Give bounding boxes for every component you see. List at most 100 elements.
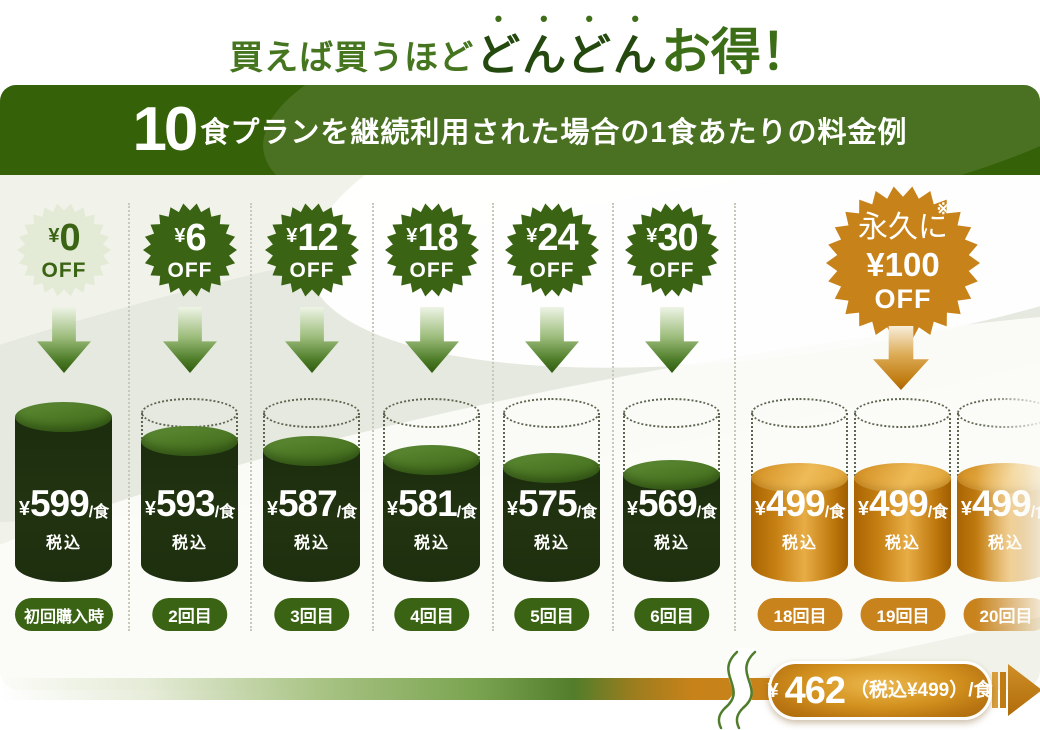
price-column-5: ¥24 OFF ¥575/食 税込 5回目 — [492, 185, 612, 645]
discount-badge: ¥30 OFF — [625, 203, 719, 297]
column-divider — [128, 203, 130, 631]
price-text: ¥599/食 税込 — [4, 485, 124, 553]
down-arrow-icon — [525, 307, 579, 373]
discount-amount: 12 — [297, 217, 338, 259]
price-text: ¥499/食 税込 — [946, 485, 1040, 553]
cylinder-top — [141, 426, 238, 456]
ghost-outline — [854, 413, 856, 480]
cylinder-top — [503, 453, 600, 483]
discount-amount: 0 — [59, 217, 80, 259]
price-amount: 499 — [971, 483, 1032, 524]
column-divider — [372, 203, 374, 631]
ghost-outline — [957, 398, 1040, 428]
round-label: 3回目 — [274, 598, 350, 631]
yen-sign: ¥ — [266, 498, 278, 520]
discount-badge: ¥6 OFF — [143, 203, 237, 297]
yen-sign: ¥ — [18, 498, 30, 520]
plan-description: 食プランを継続利用された場合の1食あたりの料金例 — [200, 117, 908, 149]
off-label: OFF — [167, 259, 213, 282]
yen-sign: ¥ — [626, 498, 638, 520]
break-mark-icon — [717, 648, 757, 730]
discount-amount: 30 — [657, 217, 698, 259]
cylinder-top — [15, 402, 112, 432]
yen-sign: ¥ — [646, 225, 658, 247]
ghost-outline — [751, 413, 753, 480]
ghost-outline — [383, 398, 480, 428]
price-amount: 587 — [277, 483, 338, 524]
cylinder-top — [957, 463, 1040, 493]
discount-badge: ¥18 OFF — [385, 203, 479, 297]
tax-included: 税込 — [413, 535, 450, 552]
tax-included: 税込 — [171, 535, 208, 552]
price-amount: 499 — [765, 483, 826, 524]
off-label: OFF — [649, 259, 695, 282]
cylinder-body — [383, 460, 480, 582]
tax-included: 税込 — [293, 535, 330, 552]
ghost-outline — [598, 413, 600, 470]
ghost-outline — [263, 398, 360, 428]
ghost-outline — [751, 398, 848, 428]
price-amount: 575 — [517, 483, 578, 524]
cylinder-body — [957, 478, 1040, 582]
down-arrow-icon — [163, 307, 217, 373]
per-meal: /食 — [696, 504, 718, 521]
price-column-3: ¥12 OFF ¥587/食 税込 3回目 — [252, 185, 372, 645]
price-text: ¥581/食 税込 — [372, 485, 492, 553]
round-label: 初回購入時 — [14, 598, 114, 631]
yen-sign: ¥ — [506, 498, 518, 520]
round-label: 5回目 — [514, 598, 590, 631]
ghost-outline — [478, 413, 480, 462]
ghost-outline — [358, 413, 360, 453]
ghost-outline — [949, 413, 951, 480]
price-column-8: ¥499/食 税込 19回目 — [843, 185, 963, 645]
title-tail: お得！ — [660, 24, 811, 80]
down-arrow-icon — [285, 307, 339, 373]
price-column-6: ¥30 OFF ¥569/食 税込 6回目 — [612, 185, 732, 645]
discount-amount: 24 — [537, 217, 578, 259]
final-price-amount: 462 — [784, 669, 846, 712]
off-label: OFF — [874, 283, 932, 314]
cylinder-top — [383, 445, 480, 475]
price-column-4: ¥18 OFF ¥581/食 税込 4回目 — [372, 185, 492, 645]
cylinder-top — [751, 463, 848, 493]
tax-included: 税込 — [45, 535, 82, 552]
discount-badge: ¥12 OFF — [265, 203, 359, 297]
tax-included: 税込 — [781, 535, 818, 552]
ghost-outline — [957, 413, 959, 480]
discount-badge: ¥0 OFF — [17, 203, 111, 297]
cylinder-top — [263, 436, 360, 466]
discount-badge: ¥24 OFF — [505, 203, 599, 297]
ghost-outline — [236, 413, 238, 443]
per-meal: /食 — [824, 504, 846, 521]
cylinder-body — [503, 468, 600, 582]
price-column-7: ¥499/食 税込 18回目 — [740, 185, 860, 645]
price-column-9: ¥499/食 税込 20回目 — [946, 185, 1040, 645]
tax-included: 税込 — [653, 535, 690, 552]
off-label: OFF — [289, 259, 335, 282]
cylinder-body — [751, 478, 848, 582]
price-amount: 581 — [397, 483, 458, 524]
final-price-pill: ¥ 462 （税込¥499） /食 — [767, 661, 993, 720]
off-label: OFF — [529, 259, 575, 282]
cylinder-body — [15, 417, 112, 582]
cylinder-body — [141, 441, 238, 582]
price-text: ¥587/食 税込 — [252, 485, 372, 553]
yen-sign: ¥ — [767, 679, 779, 702]
per-meal: /食 — [927, 504, 949, 521]
yen-sign: ¥ — [48, 225, 60, 247]
cylinder-top — [854, 463, 951, 493]
tax-included: 税込 — [884, 535, 921, 552]
tax-included: 税込 — [987, 535, 1024, 552]
column-divider — [734, 203, 736, 631]
yen-sign: ¥ — [406, 225, 418, 247]
tax-note: （税込¥499） — [849, 680, 969, 701]
ghost-outline — [854, 398, 951, 428]
per-meal: /食 — [968, 680, 993, 701]
price-column-1: ¥0 OFF ¥599/食 税込 初回購入時 — [4, 185, 124, 645]
tax-included: 税込 — [533, 535, 570, 552]
column-divider — [250, 203, 252, 631]
column-divider — [612, 203, 614, 631]
per-meal: /食 — [576, 504, 598, 521]
plan-banner: 10 食プランを継続利用された場合の1食あたりの料金例 — [0, 85, 1040, 175]
